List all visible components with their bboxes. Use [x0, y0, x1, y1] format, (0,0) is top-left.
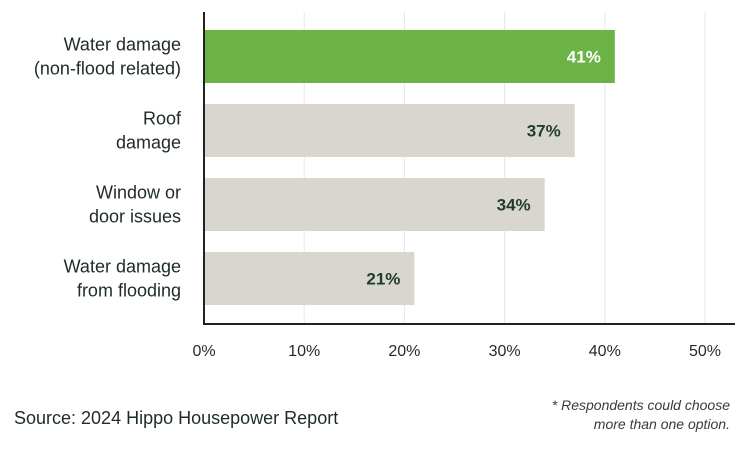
source-text: Source: 2024 Hippo Housepower Report [14, 408, 339, 428]
category-label: door issues [89, 207, 181, 227]
x-tick-label: 0% [192, 343, 215, 360]
category-label: (non-flood related) [34, 59, 181, 79]
axes [203, 12, 735, 325]
category-label: Water damage [64, 35, 181, 55]
data-label: 34% [497, 196, 531, 215]
data-label: 37% [527, 122, 561, 141]
data-label: 21% [366, 270, 400, 289]
bar [205, 104, 575, 157]
x-tick-label: 50% [689, 343, 721, 360]
category-label: Window or [96, 183, 181, 203]
data-label: 41% [567, 48, 601, 67]
bar [205, 178, 545, 231]
footnote: * Respondents could choose more than one… [552, 396, 730, 434]
x-tick-label: 20% [388, 343, 420, 360]
x-tick-label: 10% [288, 343, 320, 360]
x-tick-label: 40% [589, 343, 621, 360]
x-tick-labels: 0% 10% 20% 30% 40% 50% [192, 343, 721, 360]
bar-chart: 41% 37% 34% 21% 0% 10% 20% 30% 40% 50% Water dam… [34, 12, 735, 360]
footnote-line-2: more than one option. [593, 416, 730, 432]
category-labels: Water damage (non-flood related) Roof damag… [34, 35, 182, 301]
bars: 41% 37% 34% 21% [205, 30, 615, 305]
category-label: Roof [143, 109, 182, 129]
category-label: from flooding [77, 281, 181, 301]
x-tick-label: 30% [489, 343, 521, 360]
category-label: damage [116, 133, 181, 153]
bar [205, 252, 415, 305]
footnote-line-1: * Respondents could choose [551, 397, 730, 413]
bar [205, 30, 615, 83]
category-label: Water damage [64, 257, 181, 277]
